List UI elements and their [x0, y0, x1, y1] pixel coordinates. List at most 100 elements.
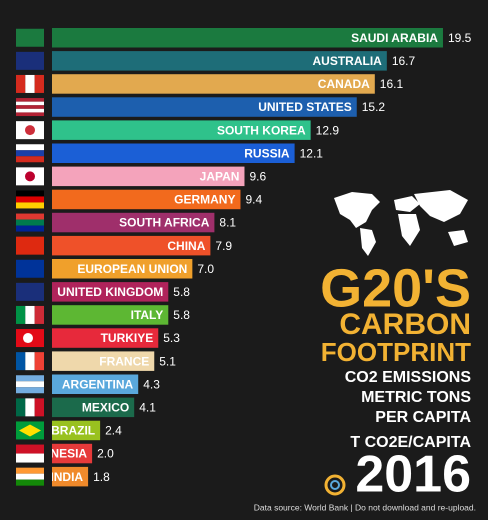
bar: [52, 28, 443, 48]
flag-stripe: [34, 74, 44, 93]
source-note: Data source: World Bank | Do not downloa…: [254, 502, 476, 512]
flag-stripe: [16, 202, 44, 209]
map-asia: [414, 190, 468, 222]
bar: [52, 166, 245, 187]
bar: [52, 466, 89, 487]
value-label: 16.7: [392, 54, 416, 68]
value-label: 16.1: [380, 77, 404, 91]
flag-stripe: [16, 108, 44, 113]
map-north-america: [334, 192, 380, 228]
title-line: CARBON: [339, 308, 471, 341]
category-label: CHINA: [167, 239, 205, 253]
flag-stripe: [16, 150, 44, 157]
flag-stripe: [25, 352, 35, 371]
value-label: 7.0: [197, 262, 214, 276]
flag-emblem: [19, 424, 41, 437]
bar: [52, 259, 193, 279]
value-label: 1.8: [93, 470, 110, 484]
title-line: FOOTPRINT: [321, 337, 471, 367]
flag-stripe: [16, 74, 26, 93]
flag-stripe: [25, 398, 35, 417]
flag-stripe: [16, 219, 44, 226]
category-label: UNITED KINGDOM: [57, 285, 163, 299]
flag-stripe: [34, 352, 44, 371]
map-europe: [394, 196, 420, 212]
bar: [52, 397, 135, 418]
flag-stripe: [16, 51, 44, 70]
title-line: G20'S: [320, 258, 471, 318]
category-label: SAUDI ARABIA: [351, 31, 438, 45]
value-label: 4.3: [143, 377, 160, 391]
value-label: 5.8: [173, 285, 190, 299]
subtitle-line: CO2 EMISSIONS: [345, 369, 472, 386]
flag-stripe: [16, 196, 44, 203]
bar: [52, 97, 357, 117]
flag-stripe: [16, 105, 44, 109]
category-label: TURKIYE: [101, 331, 154, 345]
flag-stripe: [16, 444, 44, 454]
category-label: INDIA: [50, 470, 83, 484]
bar: [52, 443, 93, 464]
logo-inner: [330, 480, 340, 490]
bar: [52, 282, 169, 302]
bar: [52, 235, 211, 256]
logo: [324, 474, 346, 496]
category-label: AUSTRALIA: [313, 54, 383, 68]
flag-stripe: [16, 352, 26, 371]
subtitle-line: PER CAPITA: [375, 409, 471, 426]
category-label: INDONESIA: [20, 447, 87, 461]
flag-stripe: [25, 305, 35, 324]
flag-stripe: [16, 387, 44, 394]
category-label: ARGENTINA: [62, 377, 134, 391]
bar: [52, 212, 215, 233]
flag-stripe: [16, 236, 44, 255]
category-label: EUROPEAN UNION: [77, 262, 187, 276]
flag-stripe: [25, 74, 35, 93]
category-label: CANADA: [318, 77, 370, 91]
flag-stripe: [16, 259, 44, 278]
map-africa: [398, 214, 420, 246]
flag-stripe: [16, 190, 44, 197]
bar: [52, 74, 375, 94]
category-label: FRANCE: [99, 354, 149, 368]
bar: [52, 351, 155, 371]
value-label: 15.2: [362, 100, 386, 114]
bar: [52, 420, 101, 441]
flag-stripe: [16, 305, 26, 324]
flag-stripe: [16, 398, 26, 417]
flag-stripe: [16, 381, 44, 388]
flag-stripe: [16, 225, 44, 232]
map-australia: [448, 230, 468, 246]
value-label: 5.8: [173, 308, 190, 322]
value-label: 4.1: [139, 401, 156, 415]
flag-stripe: [16, 144, 44, 151]
value-label: 2.0: [97, 447, 114, 461]
value-label: 12.9: [316, 123, 340, 137]
value-label: 8.1: [219, 216, 236, 230]
flag-emblem: [23, 333, 33, 344]
value-label: 12.1: [300, 146, 324, 160]
category-label: GERMANY: [174, 193, 235, 207]
flag-stripe: [16, 213, 44, 220]
flag-stripe: [16, 112, 44, 117]
category-label: UNITED STATES: [258, 100, 352, 114]
flag-stripe: [16, 101, 44, 106]
category-label: BRAZIL: [51, 424, 95, 438]
flag-stripe: [16, 375, 44, 382]
value-label: 2.4: [105, 424, 122, 438]
value-label: 9.6: [249, 170, 266, 184]
bar: [52, 328, 159, 348]
value-label: 7.9: [215, 239, 232, 253]
flag-stripe: [16, 479, 44, 486]
bar: [52, 374, 139, 394]
category-label: RUSSIA: [244, 146, 290, 160]
value-label: 9.4: [245, 193, 262, 207]
year-label: 2016: [355, 446, 471, 504]
flag-stripe: [16, 453, 44, 463]
bar: [52, 143, 295, 163]
category-label: SOUTH AFRICA: [119, 216, 210, 230]
category-label: SOUTH KOREA: [217, 123, 306, 137]
value-label: 5.3: [163, 331, 180, 345]
